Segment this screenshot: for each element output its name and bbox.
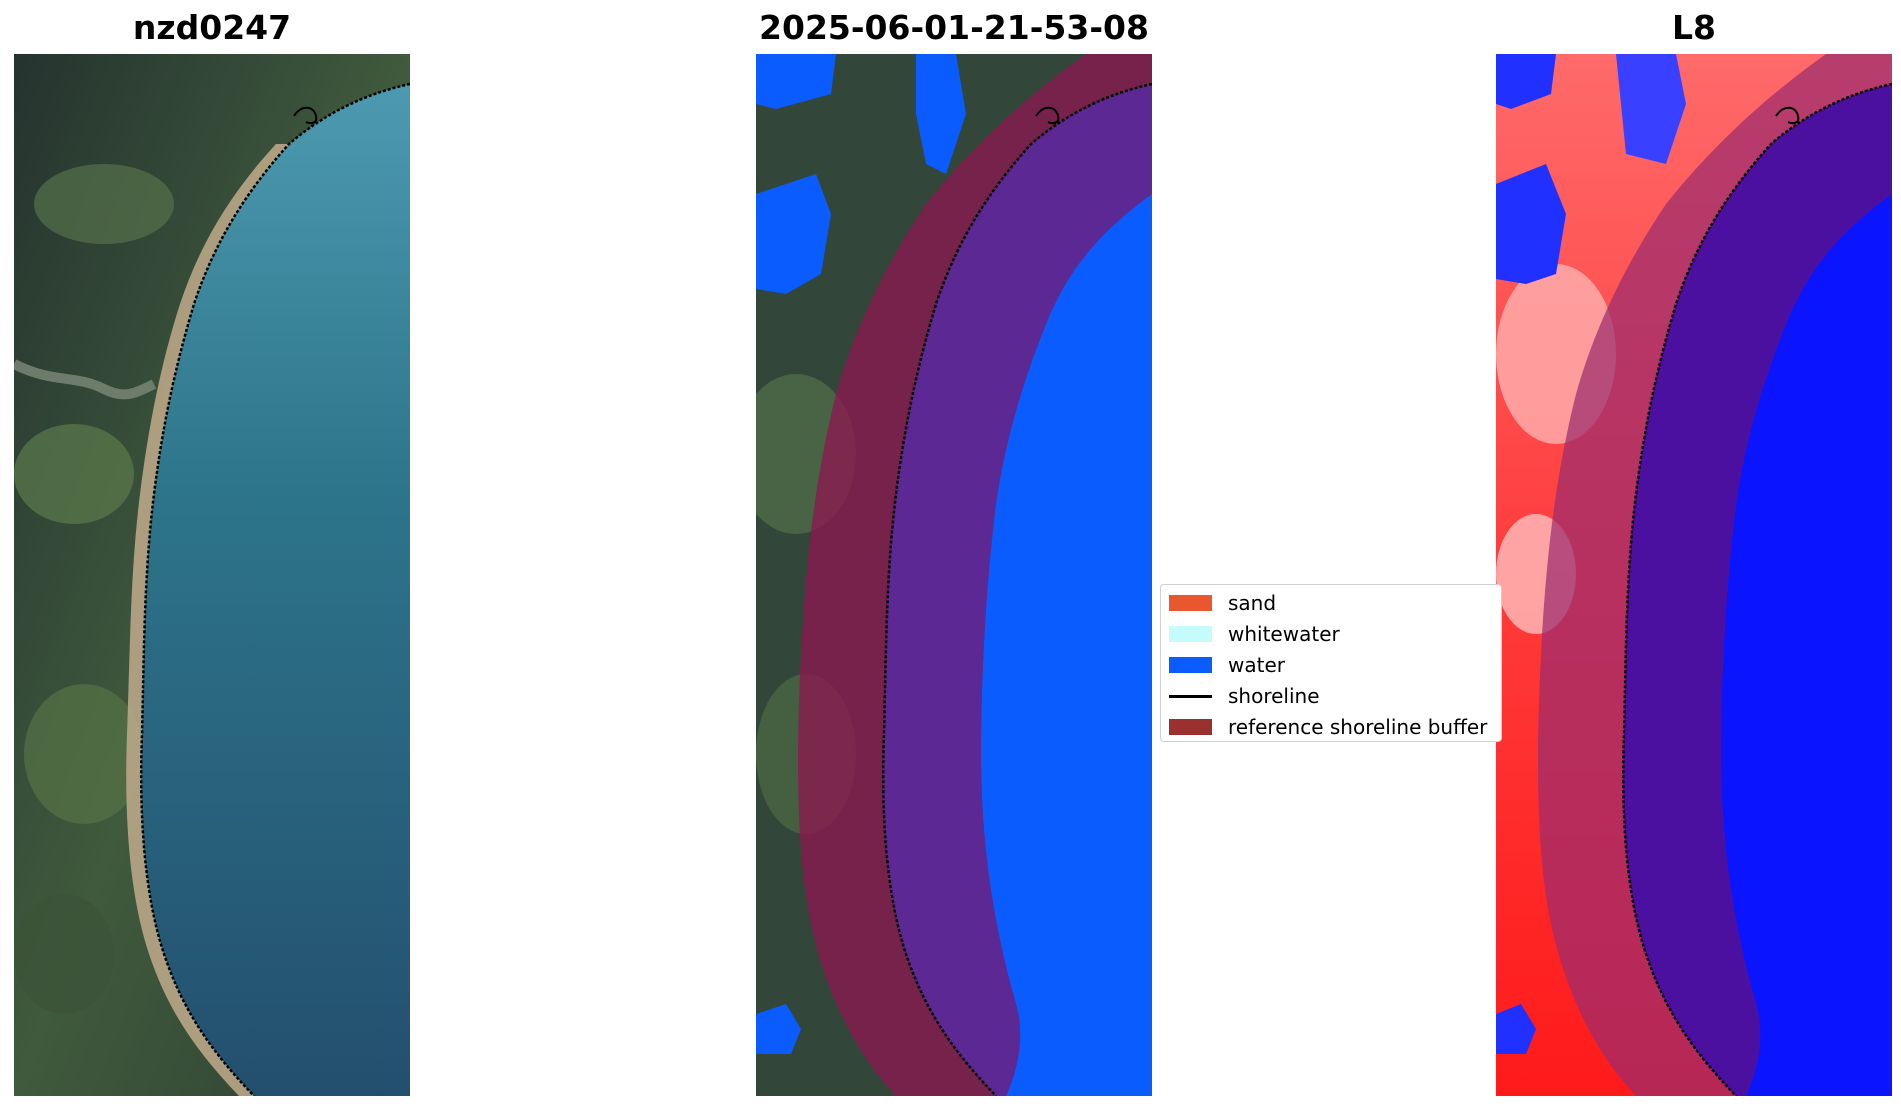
shoreline-swatch	[1169, 694, 1212, 698]
rgb-image-panel	[14, 54, 410, 1096]
legend-item-buffer: reference shoreline buffer	[1169, 715, 1487, 739]
panel-title-rgb: nzd0247	[132, 8, 292, 47]
sand-swatch	[1169, 595, 1212, 611]
rgb-satellite-image	[14, 54, 410, 1096]
legend: sand whitewater water shoreline referenc…	[1160, 584, 1502, 742]
legend-label-water: water	[1228, 653, 1285, 677]
index-image	[1496, 54, 1892, 1096]
legend-item-whitewater: whitewater	[1169, 622, 1340, 646]
buffer-swatch	[1169, 719, 1212, 735]
whitewater-swatch	[1169, 626, 1212, 642]
legend-item-water: water	[1169, 653, 1285, 677]
classified-image-panel	[756, 54, 1152, 1096]
legend-label-whitewater: whitewater	[1228, 622, 1340, 646]
classified-image	[756, 54, 1152, 1096]
water-swatch	[1169, 657, 1212, 673]
legend-label-buffer: reference shoreline buffer	[1228, 715, 1488, 739]
legend-label-shoreline: shoreline	[1228, 684, 1320, 708]
legend-item-shoreline: shoreline	[1169, 684, 1320, 708]
legend-item-sand: sand	[1169, 591, 1276, 615]
panel-title-index: L8	[1672, 8, 1716, 47]
panel-title-classified: 2025-06-01-21-53-08	[759, 8, 1149, 47]
legend-label-sand: sand	[1228, 591, 1277, 615]
index-image-panel	[1496, 54, 1892, 1096]
